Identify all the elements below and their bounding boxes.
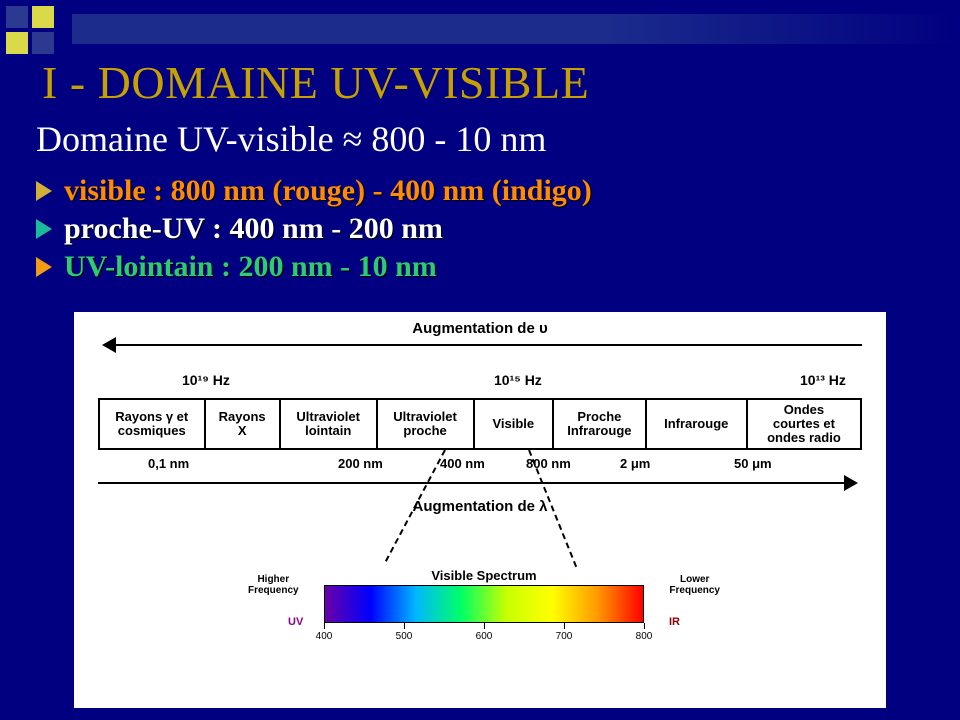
wavelength-marker: 0,1 nm <box>148 456 189 471</box>
bullet-text: UV-lointain : 200 nm - 10 nm <box>64 250 437 284</box>
freq-arrow <box>114 344 862 346</box>
spectrum-ticks: 400500600700800 <box>324 623 644 651</box>
spectrum-tick-label: 800 <box>636 631 653 642</box>
spectrum-band: Ultravioletproche <box>378 400 475 448</box>
spectrum-band: Ultravioletlointain <box>281 400 378 448</box>
bullet-text: proche-UV : 400 nm - 200 nm <box>64 212 443 246</box>
bullet-icon <box>36 257 52 277</box>
spectrum-band: Visible <box>475 400 555 448</box>
freq-marker: 10¹⁵ Hz <box>494 372 542 388</box>
wavelength-marker: 2 μm <box>620 456 650 471</box>
wavelength-marker: 200 nm <box>338 456 383 471</box>
bullet-item: proche-UV : 400 nm - 200 nm <box>36 212 592 246</box>
spectrum-tick-label: 700 <box>556 631 573 642</box>
spectrum-tick-label: 600 <box>476 631 493 642</box>
spectrum-band: Ondescourtes etondes radio <box>748 400 860 448</box>
higher-freq-label: HigherFrequency <box>248 574 299 596</box>
wavelength-arrow <box>98 482 846 484</box>
spectrum-band: RayonsX <box>206 400 281 448</box>
spectrum-bands: Rayons γ etcosmiquesRayonsXUltravioletlo… <box>98 398 862 450</box>
frequency-markers: 10¹⁹ Hz 10¹⁵ Hz 10¹³ Hz <box>74 372 886 392</box>
freq-increase-label: Augmentation de υ <box>74 320 886 337</box>
uv-label: UV <box>288 616 303 628</box>
bullet-icon <box>36 219 52 239</box>
freq-marker: 10¹⁹ Hz <box>182 372 230 388</box>
corner-decoration <box>6 6 62 62</box>
spectrum-tick-label: 500 <box>396 631 413 642</box>
bullet-item: UV-lointain : 200 nm - 10 nm <box>36 250 592 284</box>
page-title: I - DOMAINE UV-VISIBLE <box>42 56 589 109</box>
bullet-list: visible : 800 nm (rouge) - 400 nm (indig… <box>36 174 592 288</box>
wavelength-increase-label: Augmentation de λ <box>74 498 886 515</box>
spectrum-tick-label: 400 <box>316 631 333 642</box>
spectrum-band: Rayons γ etcosmiques <box>100 400 206 448</box>
lower-freq-label: LowerFrequency <box>669 574 720 596</box>
visible-spectrum-callout: HigherFrequency LowerFrequency Visible S… <box>254 568 714 651</box>
wavelength-marker: 50 μm <box>734 456 772 471</box>
freq-marker: 10¹³ Hz <box>800 372 846 388</box>
bullet-item: visible : 800 nm (rouge) - 400 nm (indig… <box>36 174 592 208</box>
wavelength-marker: 400 nm <box>440 456 485 471</box>
page-subtitle: Domaine UV-visible ≈ 800 - 10 nm <box>36 118 546 160</box>
spectrum-gradient <box>324 585 644 623</box>
spectrum-band: ProcheInfrarouge <box>554 400 647 448</box>
bullet-icon <box>36 181 52 201</box>
bullet-text: visible : 800 nm (rouge) - 400 nm (indig… <box>64 174 592 208</box>
wavelength-markers: 0,1 nm200 nm400 nm800 nm2 μm50 μm <box>74 456 886 474</box>
spectrum-diagram: Augmentation de υ 10¹⁹ Hz10¹⁵ Hz10¹³ Hz … <box>74 312 886 708</box>
spectrum-band: Infrarouge <box>647 400 748 448</box>
ir-label: IR <box>669 616 680 628</box>
header-bar <box>72 14 960 44</box>
visible-spectrum-title: Visible Spectrum <box>254 568 714 583</box>
